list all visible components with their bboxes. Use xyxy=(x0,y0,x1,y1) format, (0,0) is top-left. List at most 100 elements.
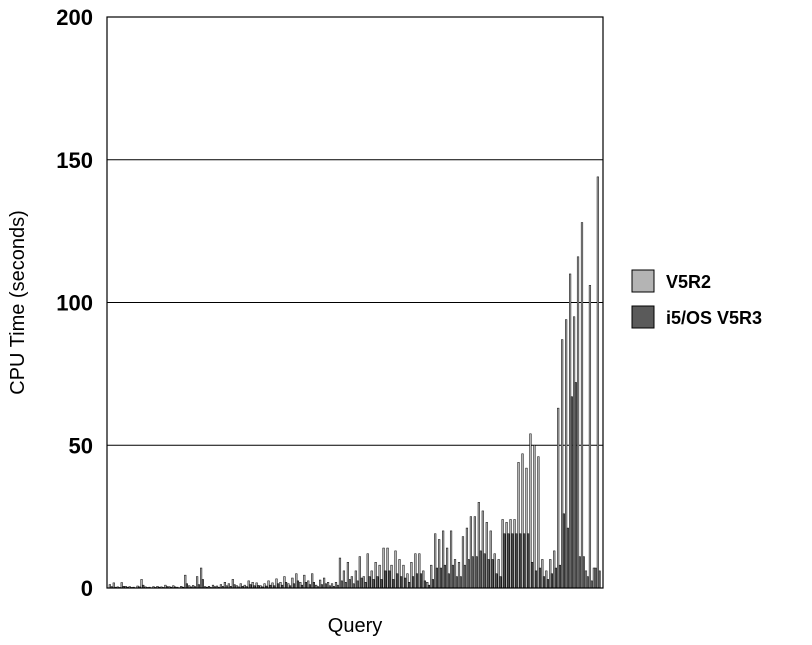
y-tick-label: 50 xyxy=(69,433,93,458)
bar-v5r2 xyxy=(140,579,143,589)
bar-v5r3 xyxy=(491,559,494,589)
bar-v5r2 xyxy=(370,570,373,589)
bar-v5r2 xyxy=(557,407,560,589)
legend-swatch xyxy=(631,305,655,329)
bar-v5r3 xyxy=(392,579,395,589)
bar-v5r2 xyxy=(319,579,322,589)
bar-v5r3 xyxy=(451,564,454,589)
bar-v5r3 xyxy=(388,570,391,589)
bar-v5r3 xyxy=(546,579,550,589)
bar-v5r3 xyxy=(511,533,514,589)
bar-v5r3 xyxy=(503,533,506,589)
gridlines xyxy=(107,159,603,446)
bar-v5r3 xyxy=(292,583,296,589)
bar-v5r2 xyxy=(418,553,421,589)
bar-v5r2 xyxy=(267,580,270,589)
bar-v5r3 xyxy=(499,576,502,589)
legend-label: V5R2 xyxy=(666,272,711,292)
bar-v5r3 xyxy=(380,579,383,589)
y-tick-labels: 0 50 100 150 200 xyxy=(56,5,93,601)
bar-v5r2 xyxy=(354,570,357,589)
bar-v5r2 xyxy=(247,580,250,589)
bar-v5r2 xyxy=(231,579,234,589)
bar-v5r3 xyxy=(435,567,438,589)
bar-v5r2 xyxy=(584,570,588,589)
bar-v5r3 xyxy=(360,577,363,589)
bar-v5r3 xyxy=(475,556,478,589)
bar-v5r3 xyxy=(538,567,542,589)
bar-v5r3 xyxy=(582,556,585,589)
bar-v5r3 xyxy=(531,562,534,589)
bar-v5r2 xyxy=(549,559,552,589)
bar-v5r2 xyxy=(442,530,445,589)
bar-v5r2 xyxy=(338,557,342,589)
bar-v5r3 xyxy=(408,582,411,589)
bar-v5r3 xyxy=(352,583,355,589)
bar-v5r3 xyxy=(527,533,530,589)
bar-v5r2 xyxy=(223,582,226,589)
bar-v5r3 xyxy=(562,513,565,589)
bar-v5r2 xyxy=(279,582,282,589)
bar-v5r2 xyxy=(457,562,461,589)
bar-v5r3 xyxy=(348,579,351,589)
bar-v5r3 xyxy=(471,556,474,589)
bar-v5r2 xyxy=(406,573,409,589)
bar-v5r2 xyxy=(120,582,123,589)
bar-v5r3 xyxy=(578,556,581,589)
bar-v5r3 xyxy=(554,567,557,589)
bar-v5r2 xyxy=(390,564,393,589)
bar-v5r2 xyxy=(545,570,548,589)
bar-v5r2 xyxy=(461,536,465,589)
bar-v5r2 xyxy=(529,433,532,589)
bar-v5r2 xyxy=(469,516,472,589)
bar-v5r3 xyxy=(312,582,315,589)
bar-v5r2 xyxy=(588,285,592,589)
bar-v5r3 xyxy=(558,564,561,589)
bar-v5r3 xyxy=(594,567,597,589)
bar-v5r3 xyxy=(277,583,280,589)
bar-v5r3 xyxy=(340,580,343,589)
bar-v5r3 xyxy=(296,580,300,589)
bar-v5r3 xyxy=(185,583,188,589)
bar-v5r3 xyxy=(542,576,546,589)
bar-v5r2 xyxy=(402,564,405,589)
bar-v5r2 xyxy=(473,516,476,589)
bar-v5r3 xyxy=(415,573,419,589)
bar-v5r3 xyxy=(519,533,522,589)
bar-v5r2 xyxy=(283,576,286,589)
bar-v5r3 xyxy=(404,577,407,589)
bar-v5r3 xyxy=(459,576,462,589)
bar-v5r3 xyxy=(304,582,308,589)
bar-v5r2 xyxy=(596,176,599,589)
bar-v5r2 xyxy=(592,567,595,589)
plot-frame xyxy=(106,16,604,589)
y-tick-label: 0 xyxy=(81,576,93,601)
bar-v5r3 xyxy=(372,579,375,589)
y-tick-label: 100 xyxy=(56,291,93,316)
bar-v5r3 xyxy=(495,573,498,589)
bar-v5r3 xyxy=(590,580,593,589)
bar-v5r3 xyxy=(574,382,577,589)
bar-v5r3 xyxy=(423,580,427,589)
bar-v5r2 xyxy=(565,319,568,589)
bar-v5r2 xyxy=(196,576,199,589)
bar-v5r3 xyxy=(515,533,518,589)
bar-v5r3 xyxy=(356,580,359,589)
bar-v5r2 xyxy=(299,582,302,589)
bar-v5r2 xyxy=(477,502,480,589)
bar-v5r2 xyxy=(311,573,314,589)
bar-v5r3 xyxy=(431,579,434,589)
bar-v5r2 xyxy=(330,583,334,589)
bar-v5r3 xyxy=(324,583,327,589)
x-axis-label: Query xyxy=(328,615,382,637)
bar-v5r2 xyxy=(386,547,389,589)
bar-v5r2 xyxy=(366,553,369,589)
bar-v5r3 xyxy=(443,564,446,589)
bar-v5r3 xyxy=(368,576,371,589)
bar-v5r3 xyxy=(523,533,526,589)
bar-v5r3 xyxy=(285,582,288,589)
bar-v5r2 xyxy=(533,445,536,589)
bar-v5r3 xyxy=(586,576,589,589)
bar-v5r2 xyxy=(541,559,544,589)
bar-v5r2 xyxy=(505,522,508,589)
